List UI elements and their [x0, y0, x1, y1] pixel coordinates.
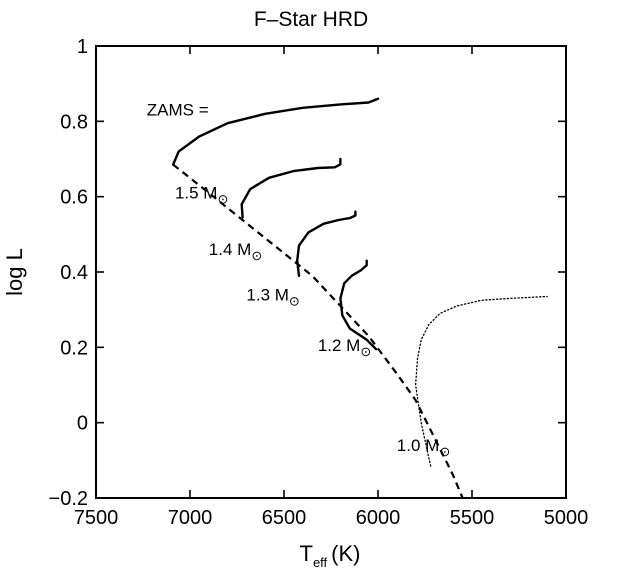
series-line-1-5 [171, 97, 380, 166]
y-tick-label: 0 [77, 413, 88, 435]
annotation-label: 1.0 M⊙ [397, 436, 450, 459]
annotation-label: 1.3 M⊙ [246, 285, 299, 308]
x-axis-label: Teff (K) [300, 541, 361, 570]
series-group [171, 97, 548, 499]
series-line-1-0 [414, 295, 548, 467]
series-line-1-3 [296, 210, 357, 277]
x-tick-label: 6000 [356, 507, 401, 529]
x-tick-label: 6500 [262, 507, 307, 529]
series-line-1-4 [240, 157, 342, 219]
svg-text:log L: log L [2, 248, 27, 296]
annotation-label: 1.4 M⊙ [209, 240, 262, 263]
x-tick-label: 7500 [74, 507, 119, 529]
axis-ticks: 7500 7000 6500 6000 5500 5000 −0.2 0 0.2 0.4 0.6 0.… [49, 36, 589, 529]
series-line-1-2 [339, 259, 378, 351]
y-tick-label: 0.2 [60, 337, 88, 359]
y-tick-label: 0.8 [60, 111, 88, 133]
y-tick-label: 0.4 [60, 262, 88, 284]
y-tick-label: −0.2 [49, 488, 88, 510]
x-tick-label: 7000 [168, 507, 213, 529]
y-tick-label: 1 [77, 36, 88, 58]
chart-title: F–Star HRD [254, 8, 368, 31]
y-tick-label: 0.6 [60, 187, 88, 209]
annotation-label: ZAMS = [147, 101, 209, 120]
y-axis-label: log L [2, 248, 27, 296]
x-tick-label: 5000 [544, 507, 589, 529]
annotation-label: 1.5 M⊙ [175, 184, 228, 207]
annotations-group: ZAMS = 1.5 M⊙ 1.4 M⊙ 1.3 M⊙ 1.2 M⊙ 1.0 M⊙ [147, 101, 450, 459]
x-tick-label: 5500 [450, 507, 495, 529]
annotation-label: 1.2 M⊙ [318, 336, 371, 359]
